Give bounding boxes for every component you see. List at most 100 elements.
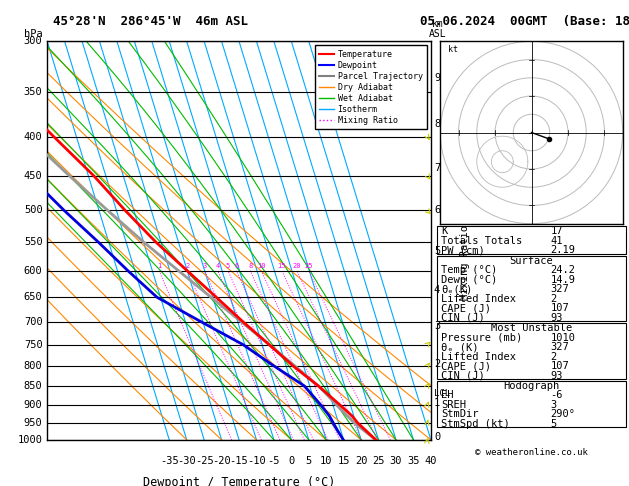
Text: 7: 7 <box>434 163 440 173</box>
Text: 25: 25 <box>372 456 385 466</box>
Text: 30: 30 <box>390 456 402 466</box>
Text: 05.06.2024  00GMT  (Base: 18): 05.06.2024 00GMT (Base: 18) <box>420 15 629 28</box>
Text: 93: 93 <box>550 370 563 381</box>
Text: 600: 600 <box>24 266 43 276</box>
Text: 450: 450 <box>24 171 43 180</box>
Text: Lifted Index: Lifted Index <box>441 351 516 362</box>
Text: -6: -6 <box>550 390 563 400</box>
Text: 550: 550 <box>24 237 43 247</box>
Text: Totals Totals: Totals Totals <box>441 236 522 245</box>
Text: CAPE (J): CAPE (J) <box>441 361 491 371</box>
Text: StmDir: StmDir <box>441 409 479 419</box>
Text: 3: 3 <box>203 263 207 269</box>
Text: K: K <box>441 226 447 236</box>
Text: 4: 4 <box>434 284 440 295</box>
Text: 4: 4 <box>216 263 220 269</box>
Text: Most Unstable: Most Unstable <box>491 323 572 333</box>
Text: 15: 15 <box>277 263 286 269</box>
Text: 350: 350 <box>24 87 43 97</box>
Text: Hodograph: Hodograph <box>503 381 560 391</box>
Text: 700: 700 <box>24 317 43 327</box>
Text: 2: 2 <box>550 351 557 362</box>
Text: Pressure (mb): Pressure (mb) <box>441 332 522 343</box>
Text: 10: 10 <box>257 263 265 269</box>
Text: 1010: 1010 <box>550 332 576 343</box>
Text: Temp (°C): Temp (°C) <box>441 265 497 275</box>
Text: km
ASL: km ASL <box>429 18 447 39</box>
Text: 500: 500 <box>24 206 43 215</box>
Text: 3: 3 <box>434 321 440 331</box>
Text: EH: EH <box>441 390 454 400</box>
Text: 20: 20 <box>292 263 301 269</box>
Text: -15: -15 <box>230 456 248 466</box>
Text: 327: 327 <box>550 342 569 352</box>
Text: 14.9: 14.9 <box>550 275 576 285</box>
Text: θₑ (K): θₑ (K) <box>441 342 479 352</box>
Text: 850: 850 <box>24 381 43 391</box>
Text: SREH: SREH <box>441 400 466 410</box>
Text: 5: 5 <box>434 246 440 256</box>
Text: StmSpd (kt): StmSpd (kt) <box>441 419 509 429</box>
Text: Surface: Surface <box>509 256 554 265</box>
Text: 24.2: 24.2 <box>550 265 576 275</box>
Text: 0: 0 <box>288 456 294 466</box>
Text: 750: 750 <box>24 340 43 349</box>
Text: 0: 0 <box>434 432 440 441</box>
Legend: Temperature, Dewpoint, Parcel Trajectory, Dry Adiabat, Wet Adiabat, Isotherm, Mi: Temperature, Dewpoint, Parcel Trajectory… <box>315 46 426 129</box>
Text: PW (cm): PW (cm) <box>441 245 485 255</box>
Text: 9: 9 <box>434 73 440 83</box>
Text: 40: 40 <box>425 456 437 466</box>
Text: 17: 17 <box>550 226 563 236</box>
Text: 1000: 1000 <box>18 435 43 445</box>
Text: -35: -35 <box>160 456 179 466</box>
Text: Dewp (°C): Dewp (°C) <box>441 275 497 285</box>
Text: kt: kt <box>448 45 457 54</box>
Text: 93: 93 <box>550 312 563 323</box>
Text: LCL: LCL <box>434 389 450 398</box>
Text: θₑ(K): θₑ(K) <box>441 284 472 294</box>
Text: 45°28'N  286°45'W  46m ASL: 45°28'N 286°45'W 46m ASL <box>53 15 248 28</box>
Text: -30: -30 <box>177 456 196 466</box>
Text: 107: 107 <box>550 361 569 371</box>
Text: 2: 2 <box>550 294 557 304</box>
Text: -10: -10 <box>247 456 266 466</box>
Text: hPa: hPa <box>24 29 43 39</box>
Text: CIN (J): CIN (J) <box>441 370 485 381</box>
Text: Mixing Ratio (g/kg): Mixing Ratio (g/kg) <box>460 181 470 300</box>
Text: 8: 8 <box>434 119 440 129</box>
Text: CIN (J): CIN (J) <box>441 312 485 323</box>
Text: CAPE (J): CAPE (J) <box>441 303 491 313</box>
Text: 900: 900 <box>24 400 43 410</box>
Text: 2.19: 2.19 <box>550 245 576 255</box>
Text: 400: 400 <box>24 132 43 141</box>
Text: 8: 8 <box>248 263 252 269</box>
Text: 6: 6 <box>235 263 238 269</box>
Text: 5: 5 <box>550 419 557 429</box>
Text: 290°: 290° <box>550 409 576 419</box>
Text: 327: 327 <box>550 284 569 294</box>
Text: -25: -25 <box>195 456 213 466</box>
Text: 41: 41 <box>550 236 563 245</box>
Text: Lifted Index: Lifted Index <box>441 294 516 304</box>
Text: 107: 107 <box>550 303 569 313</box>
Text: 6: 6 <box>434 206 440 215</box>
Text: 1: 1 <box>157 263 161 269</box>
Text: 5: 5 <box>226 263 230 269</box>
Text: 35: 35 <box>407 456 420 466</box>
Text: 800: 800 <box>24 361 43 371</box>
Text: 300: 300 <box>24 36 43 46</box>
Text: 15: 15 <box>337 456 350 466</box>
Text: 20: 20 <box>355 456 367 466</box>
Text: 2: 2 <box>434 359 440 369</box>
Text: 3: 3 <box>550 400 557 410</box>
Text: 2: 2 <box>186 263 189 269</box>
Text: 5: 5 <box>306 456 312 466</box>
Text: Dewpoint / Temperature (°C): Dewpoint / Temperature (°C) <box>143 476 335 486</box>
Text: © weatheronline.co.uk: © weatheronline.co.uk <box>475 449 588 457</box>
Text: 1: 1 <box>434 398 440 408</box>
Text: 950: 950 <box>24 418 43 428</box>
Text: 25: 25 <box>304 263 313 269</box>
Text: 650: 650 <box>24 292 43 302</box>
Text: -5: -5 <box>268 456 280 466</box>
Text: 10: 10 <box>320 456 333 466</box>
